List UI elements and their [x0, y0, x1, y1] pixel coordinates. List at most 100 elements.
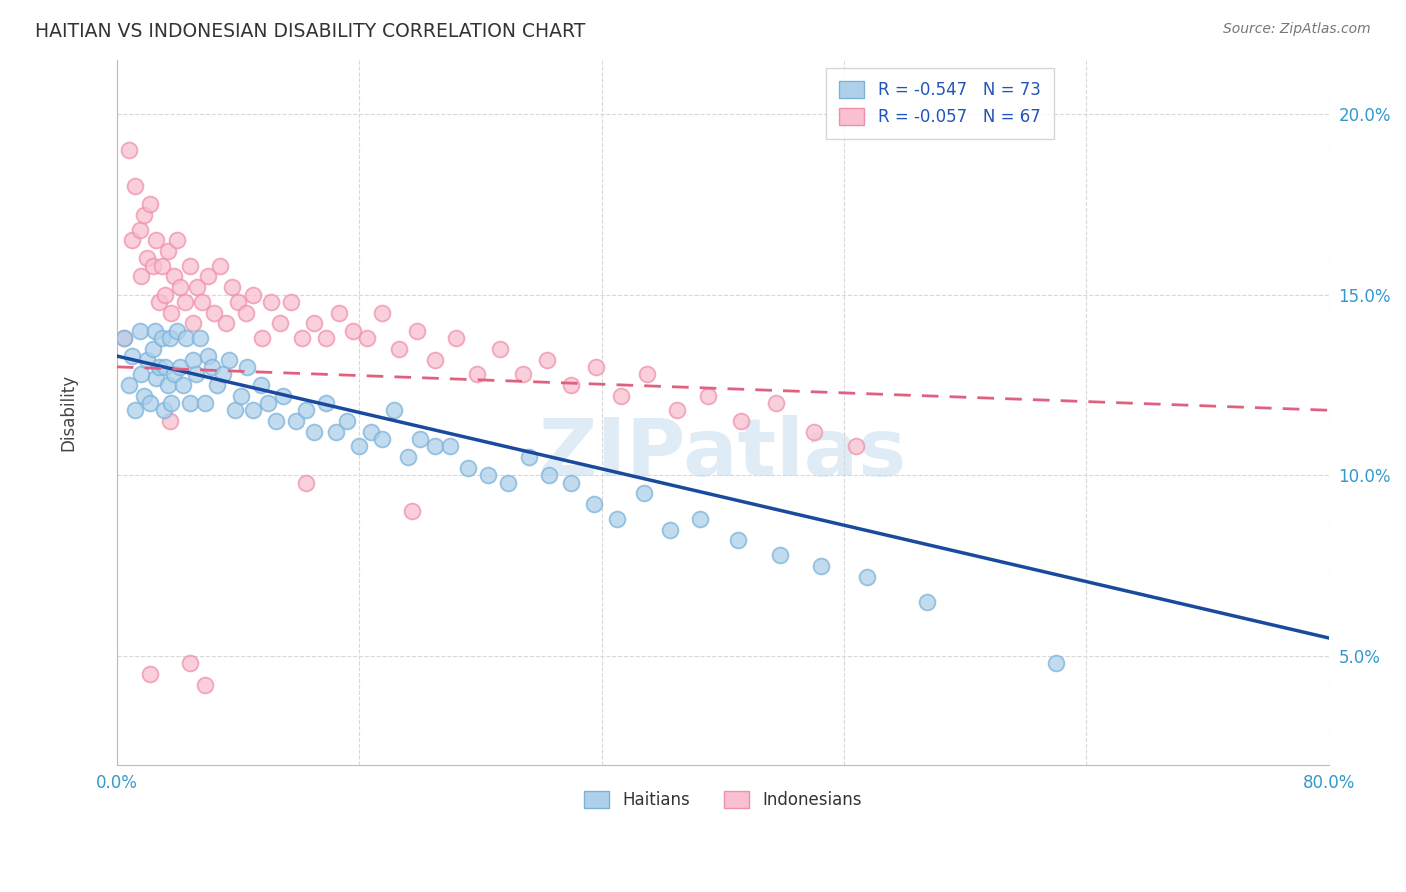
Point	[194, 678, 217, 692]
Point	[118, 378, 141, 392]
Point	[658, 523, 681, 537]
Point	[128, 324, 150, 338]
Point	[215, 317, 238, 331]
Point	[208, 259, 231, 273]
Point	[184, 367, 207, 381]
Point	[211, 367, 233, 381]
Point	[696, 389, 718, 403]
Point	[159, 331, 181, 345]
Point	[226, 294, 249, 309]
Point	[155, 359, 177, 374]
Point	[409, 432, 432, 446]
Legend: Haitians, Indonesians: Haitians, Indonesians	[578, 785, 868, 816]
Point	[229, 389, 252, 403]
Point	[633, 486, 655, 500]
Point	[423, 352, 446, 367]
Point	[179, 657, 201, 671]
Text: Source: ZipAtlas.com: Source: ZipAtlas.com	[1223, 22, 1371, 37]
Point	[325, 425, 347, 439]
Point	[190, 294, 212, 309]
Point	[606, 511, 628, 525]
Point	[727, 533, 749, 548]
Point	[124, 179, 146, 194]
Point	[163, 367, 186, 381]
Point	[197, 349, 219, 363]
Point	[202, 305, 225, 319]
Point	[242, 403, 264, 417]
Point	[139, 667, 162, 681]
Point	[166, 324, 188, 338]
Point	[269, 317, 291, 331]
Point	[188, 331, 211, 345]
Point	[145, 370, 167, 384]
Point	[356, 331, 378, 345]
Point	[166, 233, 188, 247]
Point	[347, 439, 370, 453]
Point	[360, 425, 382, 439]
Point	[224, 403, 246, 417]
Point	[218, 352, 240, 367]
Point	[405, 324, 427, 338]
Point	[917, 595, 939, 609]
Point	[249, 378, 271, 392]
Point	[160, 305, 183, 319]
Point	[342, 324, 364, 338]
Point	[467, 367, 489, 381]
Point	[152, 403, 174, 417]
Point	[810, 558, 832, 573]
Point	[257, 396, 280, 410]
Point	[236, 359, 259, 374]
Point	[160, 396, 183, 410]
Point	[371, 305, 394, 319]
Point	[148, 359, 170, 374]
Point	[252, 331, 274, 345]
Point	[221, 280, 243, 294]
Point	[181, 352, 204, 367]
Point	[845, 439, 868, 453]
Point	[855, 569, 877, 583]
Point	[537, 468, 560, 483]
Point	[179, 396, 201, 410]
Point	[145, 233, 167, 247]
Point	[295, 475, 318, 490]
Text: Disability: Disability	[59, 374, 77, 450]
Point	[371, 432, 394, 446]
Point	[401, 504, 423, 518]
Point	[139, 197, 162, 211]
Point	[280, 294, 302, 309]
Point	[142, 342, 165, 356]
Point	[169, 359, 191, 374]
Point	[163, 269, 186, 284]
Point	[302, 425, 325, 439]
Point	[536, 352, 558, 367]
Point	[124, 403, 146, 417]
Point	[769, 548, 792, 562]
Point	[496, 475, 519, 490]
Point	[585, 359, 607, 374]
Point	[179, 259, 201, 273]
Point	[157, 244, 180, 259]
Point	[242, 287, 264, 301]
Point	[260, 294, 283, 309]
Point	[121, 233, 143, 247]
Point	[181, 317, 204, 331]
Point	[291, 331, 314, 345]
Point	[118, 143, 141, 157]
Point	[197, 269, 219, 284]
Point	[457, 461, 479, 475]
Point	[150, 259, 173, 273]
Point	[315, 396, 337, 410]
Point	[302, 317, 325, 331]
Point	[155, 287, 177, 301]
Point	[205, 378, 228, 392]
Point	[157, 378, 180, 392]
Point	[477, 468, 499, 483]
Point	[582, 497, 605, 511]
Point	[264, 414, 287, 428]
Point	[129, 269, 152, 284]
Point	[142, 259, 165, 273]
Point	[174, 294, 197, 309]
Point	[315, 331, 337, 345]
Point	[730, 414, 752, 428]
Point	[610, 389, 633, 403]
